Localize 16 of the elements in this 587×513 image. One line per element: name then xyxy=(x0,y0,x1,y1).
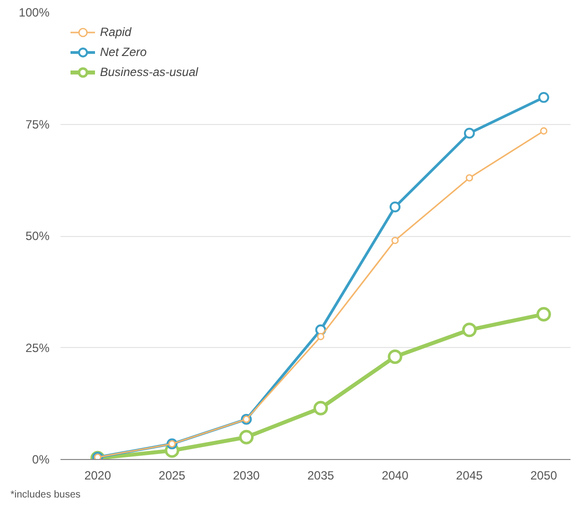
x-tick-label: 2030 xyxy=(233,468,260,482)
legend-label: Business-as-usual xyxy=(100,65,198,79)
x-tick-label: 2045 xyxy=(456,468,484,482)
x-tick-label: 2035 xyxy=(307,468,334,482)
legend-label: Rapid xyxy=(100,25,132,39)
y-tick-label: 100% xyxy=(18,6,50,20)
x-tick-label: 2025 xyxy=(158,468,186,482)
y-tick-label: 25% xyxy=(25,340,50,355)
y-tick-label: 75% xyxy=(25,117,50,132)
x-tick-label: 2050 xyxy=(530,468,558,482)
y-tick-label: 50% xyxy=(25,229,50,243)
x-tick-label: 2020 xyxy=(84,468,112,482)
text: *includes buses xyxy=(10,490,81,500)
y-tick-label: 0% xyxy=(32,452,50,466)
legend-label: Net Zero xyxy=(100,45,147,59)
x-tick-label: 2040 xyxy=(382,468,409,482)
